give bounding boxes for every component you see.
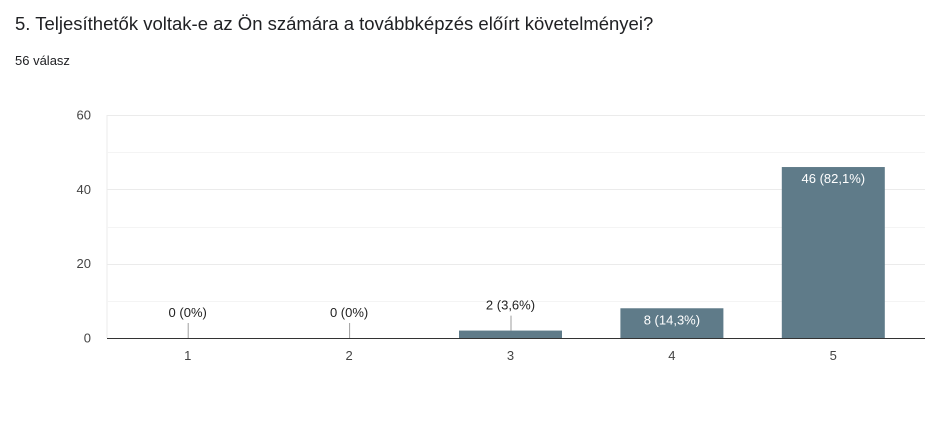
y-axis-ticks: 0 20 40 60 [77, 108, 91, 346]
x-tick-label: 5 [830, 348, 837, 363]
bar [620, 308, 724, 338]
data-label: 0 (0%) [330, 305, 368, 320]
question-title: 5. Teljesíthetők voltak-e az Ön számára … [15, 13, 654, 34]
y-tick-label: 60 [77, 108, 91, 123]
x-tick-label: 3 [507, 348, 514, 363]
y-tick-label: 20 [77, 256, 91, 271]
x-tick-label: 1 [184, 348, 191, 363]
response-count: 56 válasz [15, 53, 70, 68]
bar [781, 167, 885, 338]
x-tick-label: 4 [668, 348, 675, 363]
data-labels: 0 (0%) 0 (0%) 2 (3,6%) 8 (14,3%) 46 (82,1%) [169, 171, 866, 338]
y-tick-label: 0 [84, 331, 91, 346]
y-tick-label: 40 [77, 182, 91, 197]
data-label: 46 (82,1%) [802, 171, 866, 186]
x-axis-ticks: 1 2 3 4 5 [184, 348, 837, 363]
data-label: 2 (3,6%) [486, 298, 535, 313]
bars [459, 167, 885, 338]
data-label: 0 (0%) [169, 305, 207, 320]
data-label: 8 (14,3%) [644, 312, 700, 327]
bar [459, 330, 562, 338]
x-tick-label: 2 [345, 348, 352, 363]
